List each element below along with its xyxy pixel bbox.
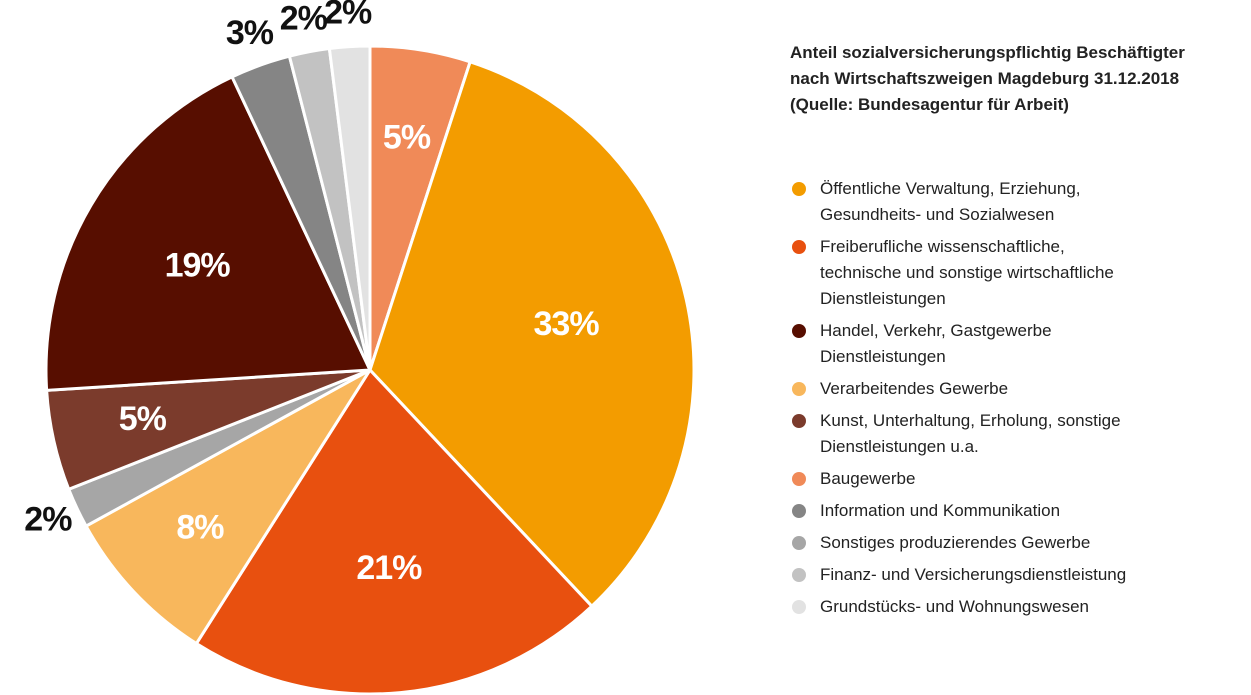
pie-slice xyxy=(368,59,696,609)
data-label: 19% xyxy=(165,247,231,285)
pie-slice xyxy=(194,367,594,695)
legend-item: Verarbeitendes Gewerbe xyxy=(792,376,1242,402)
legend-label: Sonstiges produzierendes Gewerbe xyxy=(820,533,1091,552)
legend-item: Information und Kommunikation xyxy=(792,498,1242,524)
data-label: 2% xyxy=(324,0,372,32)
chart-title: Anteil sozialversicherungspflichtig Besc… xyxy=(790,43,1185,114)
legend-label: Verarbeitendes Gewerbe xyxy=(820,379,1009,398)
legend-swatch xyxy=(792,240,806,254)
legend-label: Grundstücks- und Wohnungswesen xyxy=(820,597,1090,616)
legend-swatch xyxy=(792,382,806,396)
pie-slice xyxy=(44,74,373,392)
data-label: 2% xyxy=(280,0,328,37)
legend-item: Sonstiges produzierendes Gewerbe xyxy=(792,530,1242,556)
legend-item: Finanz- und Versicherungsdienstleistung xyxy=(792,562,1242,588)
data-label: 21% xyxy=(356,549,422,587)
data-label: 33% xyxy=(534,305,600,343)
legend-item: Baugewerbe xyxy=(792,466,1242,492)
legend-swatch xyxy=(792,600,806,614)
legend-swatch xyxy=(792,182,806,196)
legend-item: Kunst, Unterhaltung, Erholung, sonstige … xyxy=(792,408,1242,460)
legend-swatch xyxy=(792,324,806,338)
legend-label: Information und Kommunikation xyxy=(820,501,1061,520)
legend-label: Kunst, Unterhaltung, Erholung, sonstige … xyxy=(820,411,1121,456)
data-label: 5% xyxy=(383,119,431,157)
pie-chart: 5%33%21%8%2%5%19%3% 2%2% xyxy=(24,0,696,695)
data-label: 3% xyxy=(226,14,274,52)
legend-label: Finanz- und Versicherungsdienstleistung xyxy=(820,565,1127,584)
legend-item: Grundstücks- und Wohnungswesen xyxy=(792,594,1242,620)
legend-label: Freiberufliche wissenschaftliche, techni… xyxy=(820,237,1114,308)
legend-label: Öffentliche Verwaltung, Erziehung, Gesun… xyxy=(820,179,1081,224)
legend-item: Öffentliche Verwaltung, Erziehung, Gesun… xyxy=(792,176,1242,228)
legend-label: Handel, Verkehr, Gastgewerbe Dienstleist… xyxy=(820,321,1052,366)
legend-item: Freiberufliche wissenschaftliche, techni… xyxy=(792,234,1242,312)
data-label: 5% xyxy=(119,400,167,438)
legend-swatch xyxy=(792,536,806,550)
data-label: 2% xyxy=(24,501,72,539)
legend: Öffentliche Verwaltung, Erziehung, Gesun… xyxy=(792,176,1242,626)
pie-slice xyxy=(327,44,372,371)
legend-swatch xyxy=(792,568,806,582)
legend-swatch xyxy=(792,472,806,486)
pie-slice xyxy=(84,368,372,646)
data-label: 8% xyxy=(176,509,224,547)
legend-swatch xyxy=(792,504,806,518)
legend-item: Handel, Verkehr, Gastgewerbe Dienstleist… xyxy=(792,318,1242,370)
legend-label: Baugewerbe xyxy=(820,469,916,488)
legend-swatch xyxy=(792,414,806,428)
